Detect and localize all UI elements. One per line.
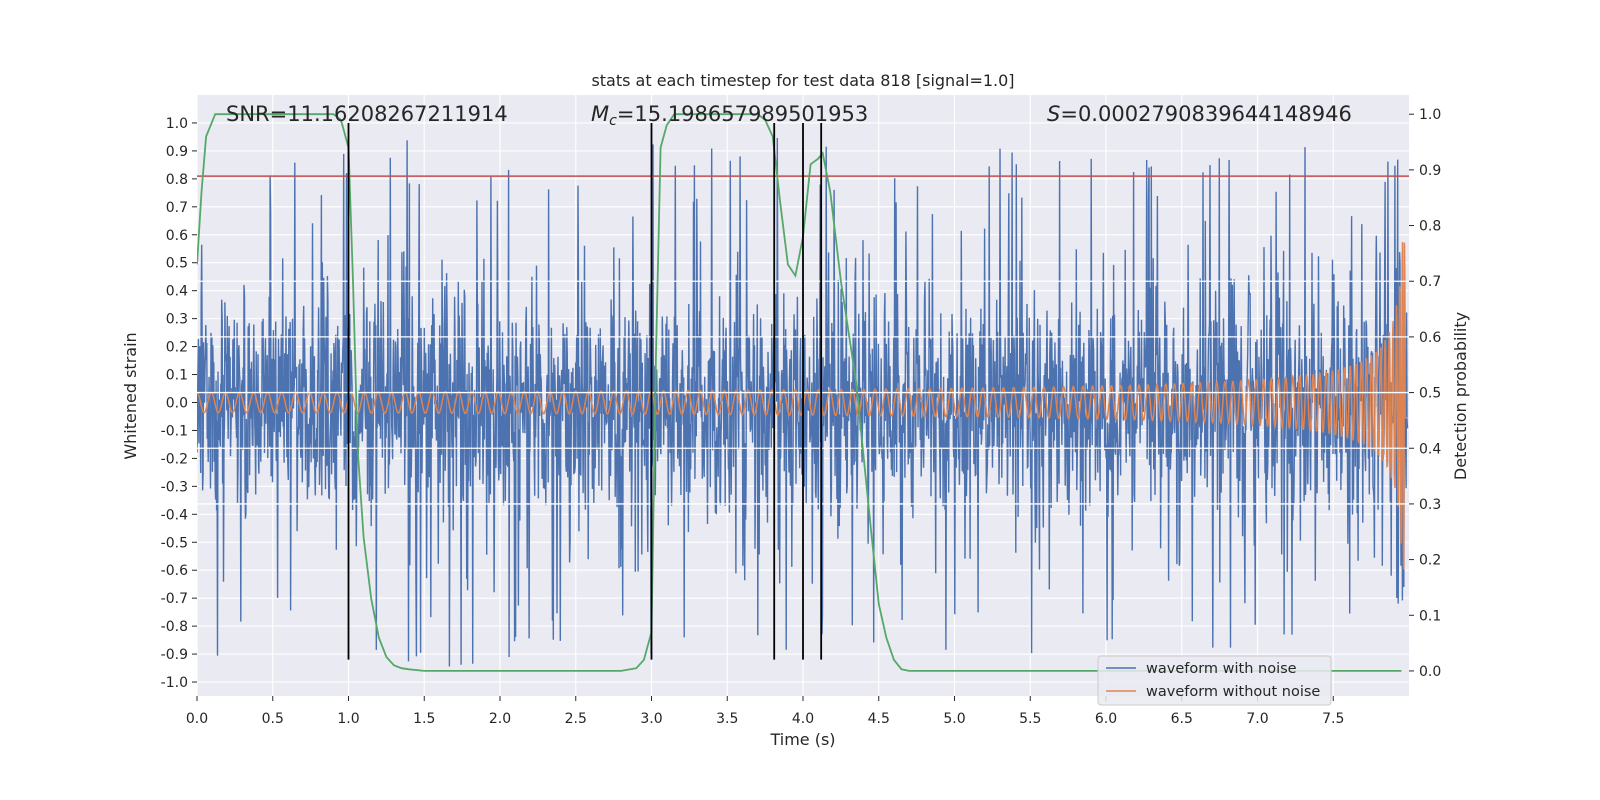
y-tick-label: 0.0 [166, 395, 188, 411]
y-tick-label: 0.6 [166, 228, 188, 244]
y-tick-label: 0.3 [166, 312, 188, 328]
y2-tick-label: 0.2 [1419, 553, 1441, 569]
snr-annotation: SNR=11.16208267211914 [226, 102, 508, 126]
y-tick-label: -0.7 [161, 591, 188, 607]
y-tick-label: -0.6 [161, 563, 188, 579]
x-tick-label: 7.0 [1246, 711, 1268, 727]
x-tick-label: 6.0 [1095, 711, 1117, 727]
y2-tick-label: 0.6 [1419, 330, 1441, 346]
y-tick-label: 1.0 [166, 116, 188, 132]
y-tick-label: 0.5 [166, 256, 188, 272]
x-tick-label: 2.0 [489, 711, 511, 727]
y-tick-label: -0.9 [161, 647, 188, 663]
y-tick-label: -0.3 [161, 479, 188, 495]
y-tick-label: -1.0 [161, 675, 188, 691]
chirp-mass-annotation: Mc=15.198657989501953 [591, 102, 868, 129]
y2-tick-label: 0.0 [1419, 664, 1441, 680]
y2-tick-label: 0.5 [1419, 386, 1441, 402]
x-tick-label: 5.0 [943, 711, 965, 727]
y2-tick-label: 0.3 [1419, 497, 1441, 513]
y-axis-label: Whitened strain [121, 332, 140, 459]
x-axis-label: Time (s) [769, 730, 835, 749]
y2-tick-label: 0.8 [1419, 219, 1441, 235]
y-tick-label: -0.1 [161, 423, 188, 439]
x-tick-label: 1.5 [413, 711, 435, 727]
y-tick-label: 0.4 [166, 284, 188, 300]
x-tick-label: 2.5 [565, 711, 587, 727]
x-tick-label: 7.5 [1322, 711, 1344, 727]
x-tick-label: 4.5 [868, 711, 890, 727]
x-tick-label: 0.5 [262, 711, 284, 727]
x-tick-label: 6.5 [1171, 711, 1193, 727]
legend-box [1097, 655, 1332, 706]
y-tick-label: 0.8 [166, 172, 188, 188]
s-annotation: S=0.0002790839644148946 [1047, 102, 1352, 126]
x-tick-label: 4.0 [792, 711, 814, 727]
y-tick-label: 0.2 [166, 340, 188, 356]
y-tick-label: -0.5 [161, 535, 188, 551]
y2-tick-label: 0.9 [1419, 163, 1441, 179]
chart-title: stats at each timestep for test data 818… [591, 71, 1014, 90]
y2-tick-label: 0.1 [1419, 608, 1441, 624]
y2-tick-label: 0.4 [1419, 441, 1441, 457]
y-tick-label: -0.4 [161, 507, 188, 523]
y2-axis-ticks: 1.0 0.9 0.8 0.7 0.6 0.5 0.4 0.3 0.2 0.1 0.0 [1409, 107, 1441, 680]
y-tick-label: 0.7 [166, 200, 188, 216]
plot-area [197, 113, 1409, 672]
y-tick-label: -0.2 [161, 451, 188, 467]
x-tick-label: 1.0 [337, 711, 359, 727]
legend-label-noise: waveform with noise [1146, 661, 1297, 677]
x-axis-ticks: 0.0 0.5 1.0 1.5 2.0 2.5 3.0 3.5 4.0 4.5 5.0 5.5 6.0 6… [186, 696, 1344, 727]
legend-label-clean: waveform without noise [1146, 684, 1320, 700]
x-tick-label: 3.5 [716, 711, 738, 727]
legend: waveform with noise waveform without noi… [1097, 655, 1332, 706]
x-tick-label: 3.0 [640, 711, 662, 727]
y2-axis-label: Detection probability [1451, 312, 1470, 480]
y-axis-ticks: 1.0 0.9 0.8 0.7 0.6 0.5 0.4 0.3 0.2 0.1 0.0 -0.1 -0.… [161, 116, 197, 691]
x-tick-label: 0.0 [186, 711, 208, 727]
y-tick-label: 0.1 [166, 368, 188, 384]
vertical-markers-layer [347, 122, 823, 660]
x-tick-label: 5.5 [1019, 711, 1041, 727]
y-tick-label: 0.9 [166, 144, 188, 160]
y2-tick-label: 1.0 [1419, 107, 1441, 123]
y2-tick-label: 0.7 [1419, 274, 1441, 290]
y-tick-label: -0.8 [161, 619, 188, 635]
